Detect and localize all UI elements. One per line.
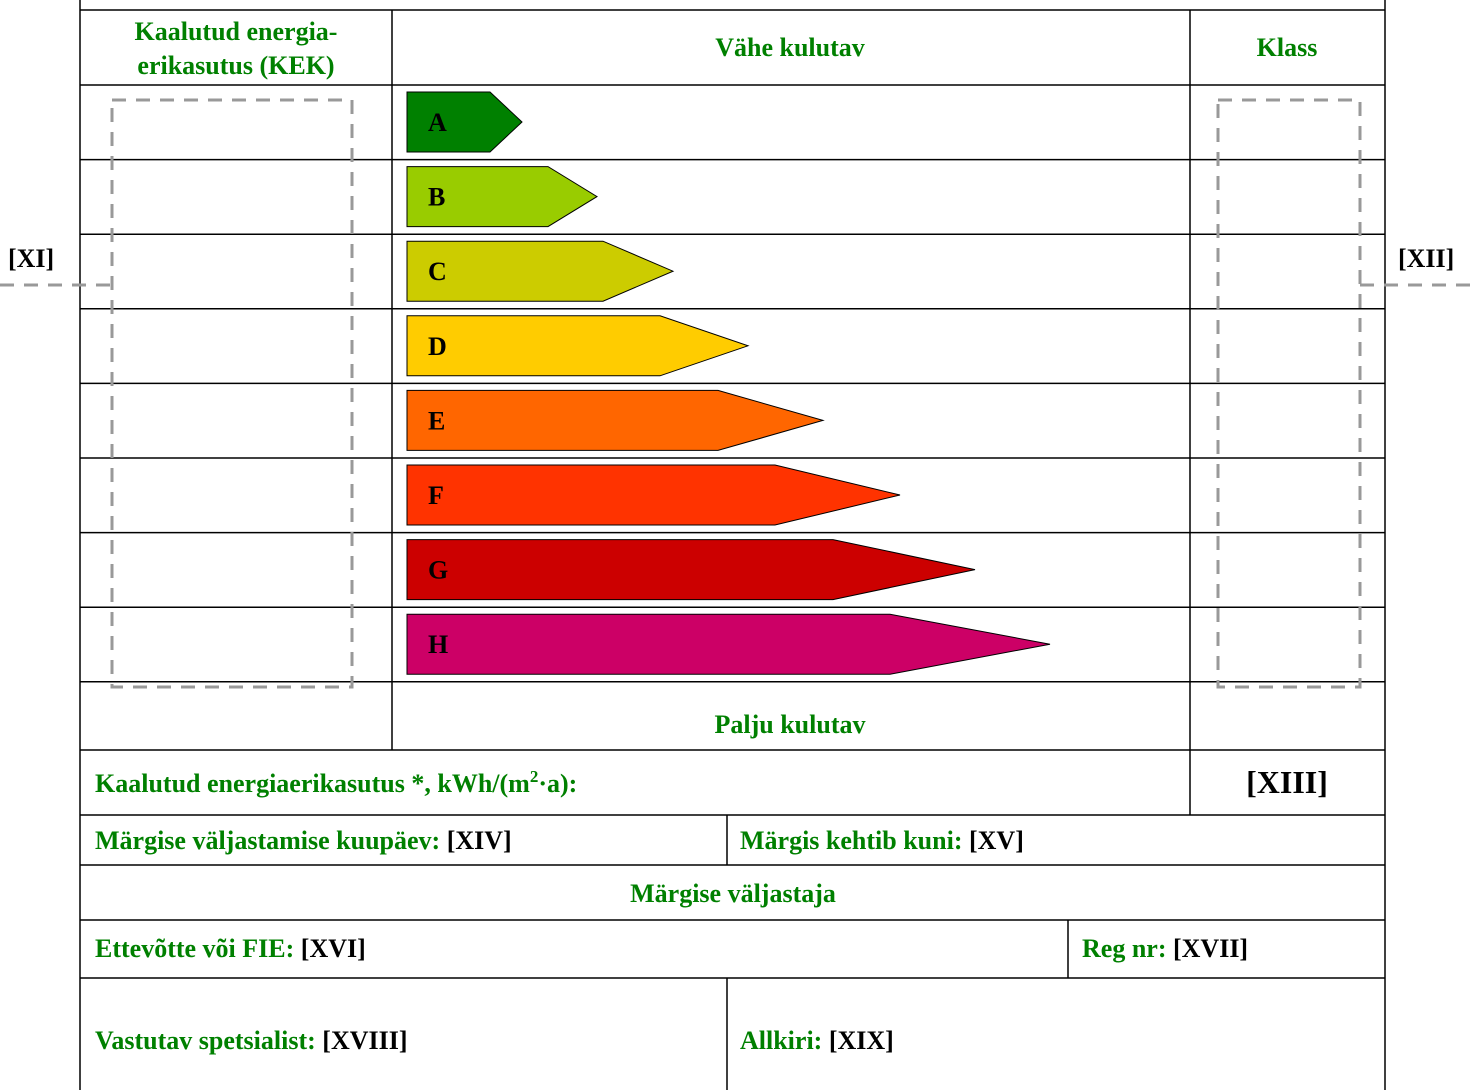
- kek-value: [XIII]: [1246, 764, 1328, 800]
- class-arrow: [406, 91, 523, 153]
- sup: 2: [530, 767, 539, 786]
- class-letter: G: [428, 556, 448, 585]
- class-arrow: [406, 240, 675, 302]
- class-letter: E: [428, 406, 445, 435]
- class-rows: A B C D E F G H: [80, 84, 1385, 683]
- high-footer: Palju kulutav: [715, 710, 866, 739]
- right-marker: [XII]: [1398, 244, 1454, 273]
- issued: Märgise väljastamise kuupäev: [XIV]: [95, 826, 512, 855]
- l: Vastutav spetsialist:: [95, 1026, 322, 1055]
- class-arrow: [406, 613, 1051, 675]
- class-letter: C: [428, 257, 447, 286]
- reg: Reg nr: [XVII]: [1082, 934, 1248, 963]
- l: Allkiri:: [740, 1026, 829, 1055]
- v: [XV]: [969, 826, 1024, 855]
- class-letter: F: [428, 481, 444, 510]
- v: [XIX]: [829, 1026, 894, 1055]
- left-marker: [XI]: [8, 244, 54, 273]
- l: Märgis kehtib kuni:: [740, 826, 969, 855]
- t: ·a):: [538, 769, 577, 798]
- class-letter: D: [428, 332, 447, 361]
- low-header: Vähe kulutav: [715, 33, 865, 62]
- company: Ettevõtte või FIE: [XVI]: [95, 934, 366, 963]
- class-header: Klass: [1257, 33, 1318, 62]
- kek-box: [110, 98, 354, 689]
- l: Reg nr:: [1082, 934, 1173, 963]
- issuer: Märgise väljastaja: [630, 879, 836, 908]
- class-letter: A: [428, 108, 447, 137]
- class-arrow: [406, 539, 976, 601]
- class-arrow: [406, 389, 825, 451]
- class-letter: H: [428, 630, 448, 659]
- v: [XVI]: [301, 934, 366, 963]
- v: [XVII]: [1173, 934, 1248, 963]
- kek-header: erikasutus (KEK): [137, 51, 334, 80]
- l: Märgise väljastamise kuupäev:: [95, 826, 447, 855]
- v: [XIV]: [447, 826, 512, 855]
- t: Kaalutud energiaerikasutus *, kWh/(m: [95, 769, 530, 798]
- specialist: Vastutav spetsialist: [XVIII]: [95, 1026, 408, 1055]
- kek-header: Kaalutud energia-: [135, 17, 338, 46]
- class-arrow: [406, 464, 901, 526]
- class-box: [1216, 98, 1362, 689]
- signature: Allkiri: [XIX]: [740, 1026, 894, 1055]
- table-lines: [79, 0, 1386, 1090]
- class-arrow: [406, 166, 598, 228]
- l: Ettevõtte või FIE:: [95, 934, 301, 963]
- kek-label: Kaalutud energiaerikasutus *, kWh/(m2·a)…: [95, 767, 577, 798]
- class-arrow: [406, 315, 750, 377]
- class-letter: B: [428, 183, 445, 212]
- valid: Märgis kehtib kuni: [XV]: [740, 826, 1024, 855]
- v: [XVIII]: [322, 1026, 407, 1055]
